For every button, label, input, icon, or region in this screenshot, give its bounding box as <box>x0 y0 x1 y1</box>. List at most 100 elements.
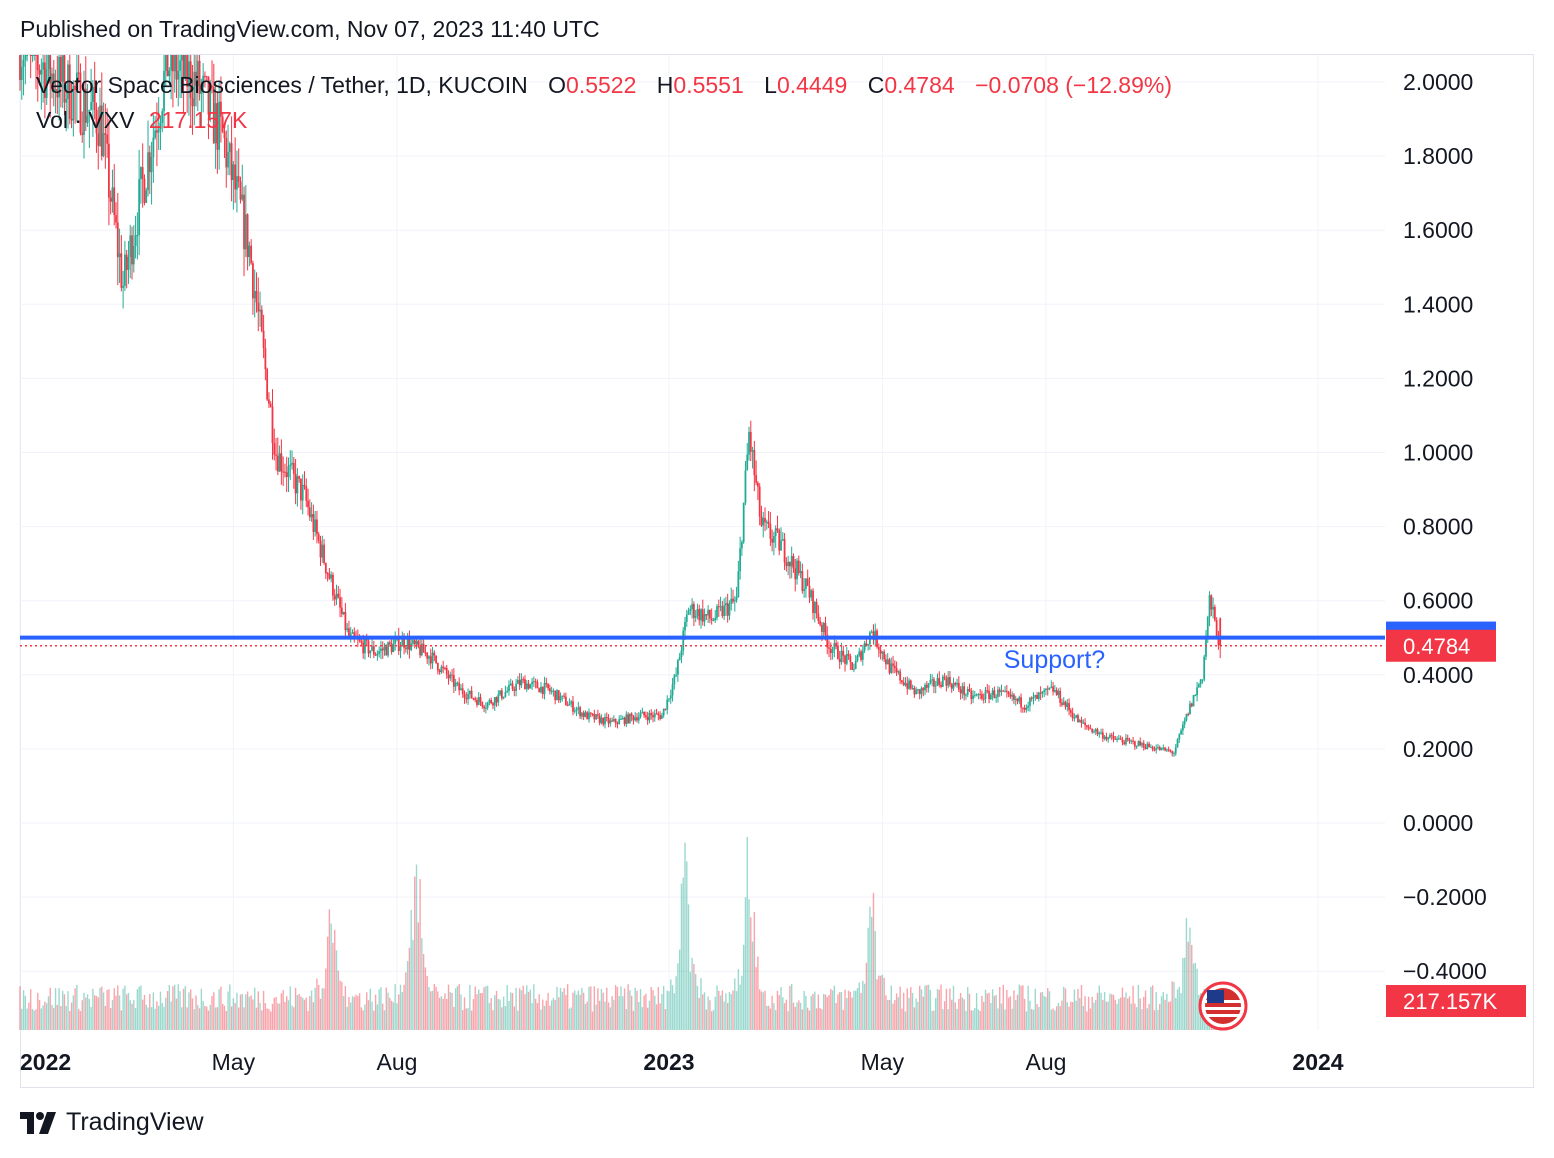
candle-body <box>136 235 139 237</box>
volume-bar <box>490 998 492 1030</box>
volume-bar <box>1031 1009 1033 1030</box>
candle-body <box>486 702 489 708</box>
volume-bar <box>796 1002 798 1030</box>
support-annotation[interactable]: Support? <box>1004 646 1105 674</box>
candle-body <box>1061 702 1063 705</box>
us-flag-stripe <box>1205 1014 1241 1017</box>
candle-body <box>888 659 891 673</box>
y-tick-label: 0.6000 <box>1403 588 1473 614</box>
volume-bar <box>600 988 603 1030</box>
candle-body <box>106 134 109 144</box>
candle-body <box>977 694 980 696</box>
volume-bar <box>95 995 98 1030</box>
volume-bar <box>623 988 626 1030</box>
candle-body <box>1046 688 1049 690</box>
volume-bar <box>803 991 805 1030</box>
candle-body <box>547 683 549 689</box>
volume-bar <box>394 984 396 1030</box>
symbol-title[interactable]: Vector Space Biosciences / Tether, 1D, K… <box>36 72 528 98</box>
volume-bar <box>460 994 462 1030</box>
candle-body <box>1217 636 1220 646</box>
volume-bar <box>1066 1002 1068 1030</box>
candle-body <box>584 712 587 717</box>
volume-bar <box>227 991 229 1030</box>
candle-body <box>561 695 564 697</box>
volume-bar <box>1100 992 1102 1030</box>
volume-bar <box>124 985 126 1030</box>
volume-bar <box>570 1007 572 1030</box>
volume-bar <box>1160 996 1163 1030</box>
candle-body <box>504 692 507 697</box>
volume-bar <box>120 1010 123 1030</box>
candle-body <box>1212 606 1214 610</box>
volume-bar <box>943 1001 946 1030</box>
volume-bar <box>150 1007 153 1030</box>
volume-bar <box>401 992 403 1030</box>
candle-body <box>65 98 68 103</box>
volume-bar <box>21 1008 23 1030</box>
volume-bar <box>1009 996 1012 1030</box>
candle-body <box>1197 684 1200 688</box>
candle-body <box>757 482 759 487</box>
candle-body <box>75 72 78 90</box>
volume-bar <box>863 983 866 1030</box>
candle-body <box>477 697 480 705</box>
volume-bar <box>280 993 283 1030</box>
candle-body <box>799 571 802 574</box>
volume-bar <box>118 995 121 1030</box>
candle-body <box>1050 686 1053 688</box>
candle-body <box>275 454 277 456</box>
candle-body <box>244 214 247 250</box>
volume-bar <box>209 1004 211 1030</box>
candle-body <box>845 653 848 664</box>
candle-body <box>986 690 989 692</box>
candle-body <box>828 647 830 649</box>
volume-bar <box>767 1005 770 1030</box>
candle-body <box>86 115 89 123</box>
candle-body <box>965 694 967 696</box>
candle-body <box>1100 732 1102 734</box>
volume-bar <box>314 987 316 1030</box>
volume-bar <box>83 992 85 1030</box>
candle-body <box>742 502 745 542</box>
volume-bar <box>958 998 960 1030</box>
candle-body <box>1116 738 1118 740</box>
footer: TradingView <box>20 1108 204 1137</box>
candle-body <box>221 116 224 132</box>
candle-body <box>340 607 343 615</box>
volume-bar <box>438 997 441 1030</box>
volume-bar <box>648 1000 651 1030</box>
volume-label[interactable]: Vol · VXV <box>36 107 135 133</box>
volume-bar <box>691 957 693 1030</box>
candle-body <box>488 700 491 703</box>
candle-body <box>1105 736 1108 740</box>
candle-body <box>1053 690 1056 692</box>
candle-body <box>374 654 377 656</box>
candle-body <box>620 718 622 720</box>
candle-body <box>1071 712 1074 719</box>
volume-bar <box>694 973 697 1030</box>
volume-bar <box>967 987 969 1030</box>
candle-body <box>422 643 425 653</box>
candle-body <box>262 330 265 348</box>
volume-bar <box>214 1007 217 1030</box>
candle-body <box>166 55 169 77</box>
candle-body <box>632 716 635 721</box>
candle-body <box>815 601 818 614</box>
volume-bar <box>179 991 181 1030</box>
volume-bar <box>776 990 779 1030</box>
candle-body <box>403 638 405 648</box>
candle-body <box>285 472 288 478</box>
candle-body <box>362 642 365 654</box>
candle-body <box>1142 743 1145 748</box>
candle-body <box>984 690 987 700</box>
volume-bar <box>1130 1003 1133 1030</box>
volume-bar <box>421 938 423 1030</box>
volume-bar <box>1061 1000 1063 1030</box>
volume-bar <box>373 1010 375 1030</box>
candle-body <box>1103 736 1106 739</box>
volume-bar <box>732 990 734 1030</box>
candle-body <box>557 690 560 701</box>
candle-body <box>1078 720 1081 723</box>
